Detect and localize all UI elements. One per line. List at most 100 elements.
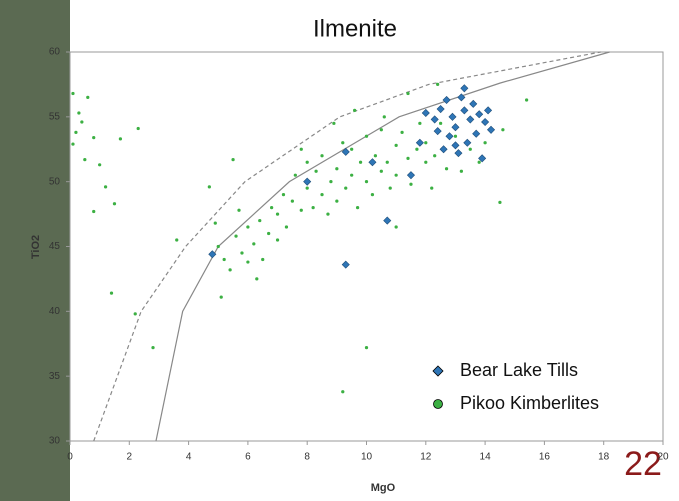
plot-area xyxy=(69,51,664,442)
point xyxy=(92,209,96,214)
point xyxy=(216,244,220,249)
point xyxy=(222,257,226,262)
point xyxy=(353,108,357,112)
point xyxy=(498,200,502,205)
point xyxy=(326,212,330,216)
point xyxy=(394,173,398,177)
point xyxy=(237,208,241,212)
point xyxy=(448,112,457,121)
point xyxy=(400,130,404,135)
y-tick-label: 30 xyxy=(49,436,61,447)
legend-marker xyxy=(432,365,444,377)
point xyxy=(459,169,463,173)
point xyxy=(275,238,280,242)
slide-number: 22 xyxy=(624,445,662,483)
point xyxy=(454,149,463,158)
point xyxy=(483,141,487,145)
point xyxy=(80,120,84,124)
point xyxy=(86,95,90,100)
point xyxy=(409,182,413,186)
point xyxy=(208,250,217,259)
point xyxy=(341,147,350,156)
y-tick-label: 50 xyxy=(49,176,61,187)
point xyxy=(382,115,386,119)
reference-curve xyxy=(155,51,610,442)
point xyxy=(219,295,223,299)
point xyxy=(442,95,451,105)
chart-title: Ilmenite xyxy=(313,15,397,42)
y-tick-label: 55 xyxy=(49,111,61,122)
point xyxy=(451,123,460,132)
point xyxy=(406,91,410,96)
point xyxy=(98,163,102,167)
point xyxy=(385,160,389,164)
point xyxy=(207,185,211,189)
point xyxy=(118,137,123,141)
point xyxy=(255,277,259,281)
point xyxy=(246,225,250,229)
y-tick-label: 40 xyxy=(49,306,61,317)
point xyxy=(83,158,87,162)
point xyxy=(74,130,78,135)
point xyxy=(370,193,375,197)
point xyxy=(109,291,114,295)
point xyxy=(475,110,484,119)
point xyxy=(472,129,481,138)
point xyxy=(406,156,410,160)
point xyxy=(252,242,256,246)
point xyxy=(112,202,117,206)
point xyxy=(341,141,345,145)
point xyxy=(341,390,345,394)
point xyxy=(439,145,448,154)
point xyxy=(477,160,481,164)
x-tick-label: 18 xyxy=(598,452,610,463)
point xyxy=(258,218,262,223)
x-tick-label: 20 xyxy=(657,452,669,463)
reference-curve xyxy=(93,51,601,442)
point xyxy=(388,186,392,190)
point xyxy=(228,268,232,272)
point xyxy=(484,106,493,115)
point xyxy=(368,158,377,167)
x-tick-label: 0 xyxy=(67,452,73,463)
x-tick-label: 4 xyxy=(186,452,192,463)
point xyxy=(77,111,81,115)
point xyxy=(444,167,449,171)
point xyxy=(460,84,469,93)
y-axis-label: TiO2 xyxy=(30,235,42,259)
point xyxy=(451,141,460,150)
point xyxy=(175,238,179,242)
point xyxy=(329,180,333,184)
point xyxy=(430,186,434,190)
point xyxy=(445,132,454,141)
point xyxy=(424,141,428,145)
point xyxy=(151,346,155,350)
point xyxy=(299,208,303,212)
point xyxy=(335,167,339,171)
point xyxy=(406,171,415,180)
point xyxy=(481,117,490,127)
point xyxy=(358,160,363,164)
point xyxy=(290,199,294,203)
point xyxy=(71,91,75,96)
background-photo-strip xyxy=(0,0,70,501)
point xyxy=(341,260,350,269)
point xyxy=(433,154,437,158)
point xyxy=(231,158,235,162)
point xyxy=(305,160,309,164)
x-tick-label: 6 xyxy=(245,452,251,463)
point xyxy=(433,127,442,136)
point xyxy=(270,205,274,210)
point xyxy=(436,82,440,87)
point xyxy=(478,154,487,163)
point xyxy=(350,173,354,177)
point xyxy=(418,121,422,125)
point xyxy=(487,125,496,134)
point xyxy=(320,193,324,197)
point xyxy=(133,312,137,316)
point xyxy=(430,115,439,124)
point xyxy=(103,185,108,189)
point xyxy=(468,147,472,151)
